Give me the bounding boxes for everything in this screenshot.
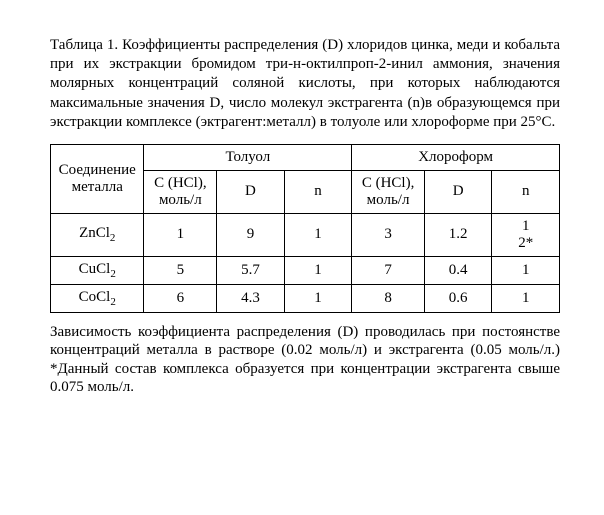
cell: 5.7 <box>217 256 285 284</box>
col-d1: D <box>217 170 285 213</box>
col-n2: n <box>492 170 560 213</box>
cell: 8 <box>352 284 425 312</box>
col-n1: n <box>284 170 352 213</box>
table-header-row: Соединение металла Толуол Хлороформ <box>51 144 560 170</box>
cell: 1 <box>284 284 352 312</box>
cell: 9 <box>217 213 285 256</box>
cell: 1 <box>144 213 217 256</box>
col-solvent1: Толуол <box>144 144 352 170</box>
table-row: CuCl2 5 5.7 1 7 0.4 1 <box>51 256 560 284</box>
cell: 4.3 <box>217 284 285 312</box>
cell-compound: ZnCl2 <box>51 213 144 256</box>
col-solvent2: Хлороформ <box>352 144 560 170</box>
cell: 0.6 <box>424 284 492 312</box>
data-table: Соединение металла Толуол Хлороформ C (H… <box>50 144 560 313</box>
table-row: ZnCl2 1 9 1 3 1.2 12* <box>51 213 560 256</box>
cell-compound: CuCl2 <box>51 256 144 284</box>
cell: 0.4 <box>424 256 492 284</box>
cell: 1 <box>284 256 352 284</box>
cell: 6 <box>144 284 217 312</box>
table-caption: Таблица 1. Коэффициенты распределения (D… <box>50 36 560 132</box>
footnote: Зависимость коэффициента распределения (… <box>50 323 560 396</box>
cell: 3 <box>352 213 425 256</box>
col-c1: C (HCl), моль/л <box>144 170 217 213</box>
cell: 7 <box>352 256 425 284</box>
cell: 1 <box>492 284 560 312</box>
table-row: CoCl2 6 4.3 1 8 0.6 1 <box>51 284 560 312</box>
cell: 1 <box>492 256 560 284</box>
cell-compound: CoCl2 <box>51 284 144 312</box>
col-d2: D <box>424 170 492 213</box>
cell: 1 <box>284 213 352 256</box>
cell: 5 <box>144 256 217 284</box>
document-page: Таблица 1. Коэффициенты распределения (D… <box>0 0 604 396</box>
cell: 12* <box>492 213 560 256</box>
cell: 1.2 <box>424 213 492 256</box>
col-compound: Соединение металла <box>51 144 144 213</box>
col-c2: C (HCl), моль/л <box>352 170 425 213</box>
